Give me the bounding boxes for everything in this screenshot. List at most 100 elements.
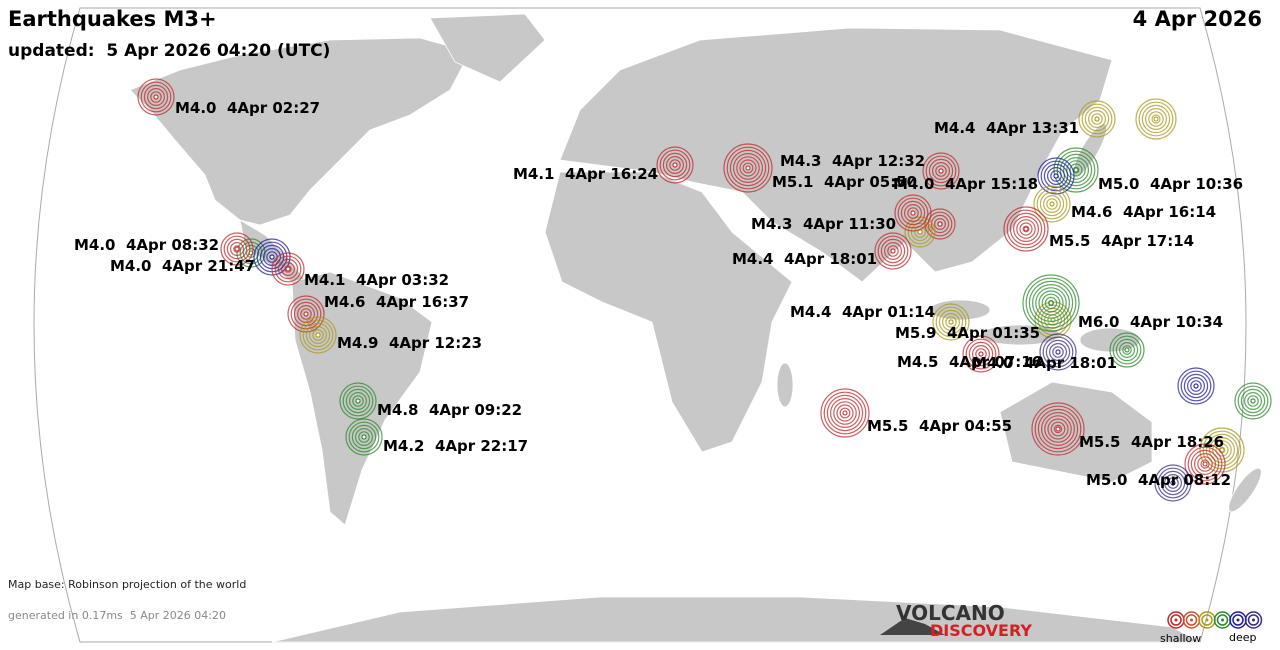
ring bbox=[274, 255, 302, 283]
ring bbox=[1043, 163, 1069, 189]
quake-marker bbox=[287, 295, 325, 333]
ring bbox=[894, 194, 932, 232]
ring bbox=[935, 306, 967, 338]
ring bbox=[1006, 209, 1046, 249]
ring bbox=[903, 204, 922, 223]
ring bbox=[1154, 464, 1192, 502]
quake-label: M4.4 4Apr 13:31 bbox=[934, 119, 1079, 137]
ring bbox=[1184, 443, 1226, 485]
ring bbox=[1050, 170, 1062, 182]
quake-label: M4.8 4Apr 09:22 bbox=[377, 401, 522, 419]
ring bbox=[1016, 219, 1036, 239]
ring bbox=[348, 421, 380, 453]
quake-marker bbox=[922, 152, 960, 190]
ring bbox=[1044, 296, 1058, 310]
updated: updated: 5 Apr 2026 04:20 (UTC) bbox=[8, 41, 330, 61]
ring bbox=[877, 235, 909, 267]
ring bbox=[1046, 167, 1065, 186]
center bbox=[672, 162, 678, 168]
ring bbox=[355, 428, 374, 447]
center bbox=[361, 434, 367, 440]
center bbox=[1023, 226, 1029, 232]
ring bbox=[826, 394, 864, 432]
ring bbox=[975, 348, 987, 360]
ring bbox=[1039, 333, 1077, 371]
legend-ring bbox=[1201, 614, 1213, 626]
quake-marker bbox=[1031, 402, 1085, 456]
quake-label: M5.0 4Apr 10:36 bbox=[1098, 175, 1243, 193]
ring bbox=[820, 388, 870, 438]
center bbox=[1055, 349, 1061, 355]
ring bbox=[930, 214, 950, 234]
quake-label: M4.0 4Apr 02:27 bbox=[175, 99, 320, 117]
ring bbox=[305, 322, 331, 348]
ring bbox=[726, 146, 770, 190]
ring bbox=[1042, 336, 1074, 368]
ring bbox=[1036, 188, 1068, 220]
land bbox=[129, 13, 1262, 643]
center bbox=[1250, 398, 1256, 404]
ring bbox=[1066, 160, 1086, 180]
ring bbox=[1148, 111, 1164, 127]
quake-marker bbox=[1199, 427, 1245, 473]
ring bbox=[897, 197, 929, 229]
ring bbox=[659, 149, 691, 181]
ring bbox=[297, 305, 316, 324]
ring bbox=[1199, 427, 1245, 473]
ring bbox=[887, 245, 899, 257]
ring bbox=[233, 245, 241, 253]
center bbox=[1153, 116, 1159, 122]
quake-label: M4.6 4Apr 16:14 bbox=[1071, 203, 1216, 221]
ring bbox=[968, 341, 994, 367]
ring bbox=[1028, 280, 1074, 326]
quake-marker bbox=[1078, 100, 1116, 138]
ring bbox=[1247, 395, 1259, 407]
quake-marker bbox=[1022, 274, 1080, 332]
legend-dot bbox=[1236, 618, 1240, 622]
quake-marker bbox=[656, 146, 694, 184]
ring bbox=[729, 149, 767, 187]
ring bbox=[665, 156, 684, 175]
ring bbox=[1186, 377, 1205, 396]
ring bbox=[1022, 225, 1030, 233]
legend-ring bbox=[1244, 611, 1263, 629]
ring bbox=[1037, 408, 1079, 450]
ring bbox=[965, 338, 997, 370]
ring bbox=[1009, 212, 1043, 246]
ring bbox=[874, 232, 912, 270]
ring bbox=[140, 81, 172, 113]
quake-label: M4.3 4Apr 12:32 bbox=[780, 152, 925, 170]
ring bbox=[1212, 440, 1232, 460]
ring bbox=[358, 431, 370, 443]
ring bbox=[220, 232, 254, 266]
ring bbox=[1190, 380, 1202, 392]
ring bbox=[309, 326, 328, 345]
ring bbox=[1056, 150, 1096, 190]
ring bbox=[351, 424, 377, 450]
quake-label: M4.6 4Apr 16:37 bbox=[324, 293, 469, 311]
ring bbox=[829, 398, 860, 429]
ring bbox=[1035, 287, 1067, 319]
center bbox=[978, 351, 984, 357]
ring bbox=[352, 395, 364, 407]
ring bbox=[922, 152, 960, 190]
legend-ring bbox=[1216, 614, 1229, 626]
ring bbox=[137, 78, 175, 116]
quake-marker bbox=[1053, 147, 1099, 193]
quake-label: M5.9 4Apr 01:35 bbox=[895, 324, 1040, 342]
ring bbox=[290, 298, 322, 330]
ring bbox=[1240, 388, 1266, 414]
ring bbox=[1033, 185, 1071, 223]
ring bbox=[299, 316, 337, 354]
map-base-note: Map base: Robinson projection of the wor… bbox=[8, 578, 246, 591]
quake-marker bbox=[1184, 443, 1226, 485]
quake-label: M5.5 4Apr 17:14 bbox=[1049, 232, 1194, 250]
quake-marker bbox=[1039, 333, 1077, 371]
ring bbox=[1200, 459, 1210, 469]
ring bbox=[230, 242, 245, 257]
legend-ring bbox=[1170, 614, 1182, 626]
ring bbox=[1091, 113, 1103, 125]
ring bbox=[732, 153, 763, 184]
center bbox=[937, 221, 943, 227]
